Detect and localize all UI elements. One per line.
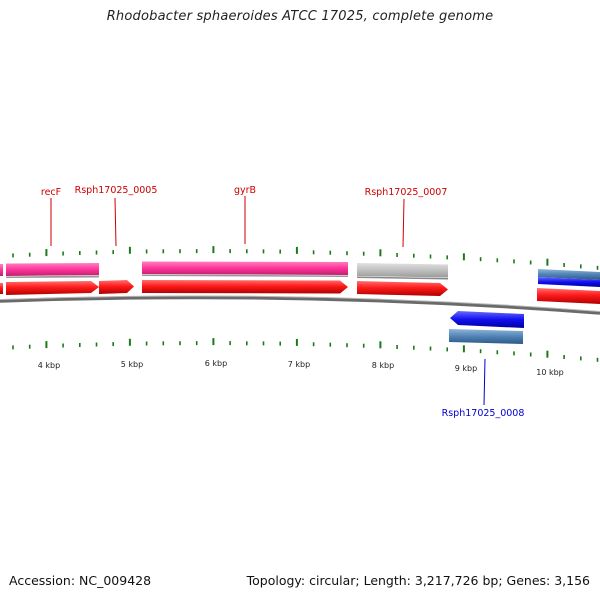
scale-label-5kbp: 5 kbp: [121, 360, 143, 369]
map-title: Rhodobacter sphaeroides ATCC 17025, comp…: [106, 9, 494, 24]
cds-arrow-left-edge[interactable]: [0, 283, 3, 294]
cds-arrow-rsph17025-0008[interactable]: [450, 311, 524, 328]
gene-label-rsph17025-0007[interactable]: Rsph17025_0007: [365, 187, 448, 198]
scale-label-4kbp: 4 kbp: [38, 361, 60, 370]
genome-backbone: [0, 295, 600, 315]
tick-marks-top: [12, 246, 599, 270]
gene-bar-shadow-recf: [6, 275, 99, 278]
scale-label-9kbp: 9 kbp: [455, 364, 477, 373]
scale-labels: 4 kbp 5 kbp 6 kbp 7 kbp 8 kbp 9 kbp 10 k…: [38, 359, 564, 377]
scale-label-7kbp: 7 kbp: [288, 360, 310, 369]
gene-label-gyrb[interactable]: gyrB: [234, 185, 256, 196]
gene-label-rsph17025-0005[interactable]: Rsph17025_0005: [75, 185, 158, 196]
gene-bar-shadow-gyrb: [142, 274, 348, 277]
gene-track-forward: [0, 261, 448, 280]
gene-bar-rsph17025-0007[interactable]: [357, 263, 448, 278]
accession-text: Accession: NC_009428: [9, 573, 152, 588]
scale-label-8kbp: 8 kbp: [372, 361, 394, 370]
gene-bar-left-edge[interactable]: [0, 264, 3, 276]
leader-rsph17025-0008: [483, 358, 486, 406]
leader-rsph17025-0007: [402, 198, 405, 248]
gene-label-rsph17025-0008[interactable]: Rsph17025_0008: [442, 408, 525, 419]
cds-arrow-right-forward[interactable]: [537, 288, 600, 304]
gene-label-recf[interactable]: recF: [41, 187, 61, 198]
tick-marks-bottom: [12, 338, 599, 362]
genome-backbone-highlight: [0, 295, 600, 312]
scale-label-6kbp: 6 kbp: [205, 359, 227, 368]
gene-track-reverse: [449, 311, 524, 344]
scale-label-10kbp: 10 kbp: [536, 368, 564, 377]
cds-arrow-gyrb[interactable]: [142, 280, 348, 294]
gene-labels: recF Rsph17025_0005 gyrB Rsph17025_0007 …: [41, 185, 524, 419]
gene-label-leaders: [50, 196, 486, 406]
gene-bar-shadow-0007: [357, 276, 448, 280]
gene-bar-recf[interactable]: [6, 263, 99, 276]
gene-track-right: [537, 269, 600, 304]
cds-arrow-rsph17025-0007[interactable]: [357, 281, 448, 296]
genome-summary-text: Topology: circular; Length: 3,217,726 bp…: [246, 573, 590, 588]
cds-arrow-right-reverse[interactable]: [538, 277, 600, 287]
cds-arrow-rsph17025-0005[interactable]: [99, 280, 134, 294]
cds-track-forward: [0, 280, 448, 296]
gene-bar-rsph17025-0008[interactable]: [449, 329, 523, 344]
gene-bar-gyrb[interactable]: [142, 261, 348, 276]
leader-rsph17025-0005: [114, 197, 117, 247]
gene-bar-right-edge[interactable]: [538, 269, 600, 280]
cds-arrow-recf[interactable]: [6, 281, 99, 295]
